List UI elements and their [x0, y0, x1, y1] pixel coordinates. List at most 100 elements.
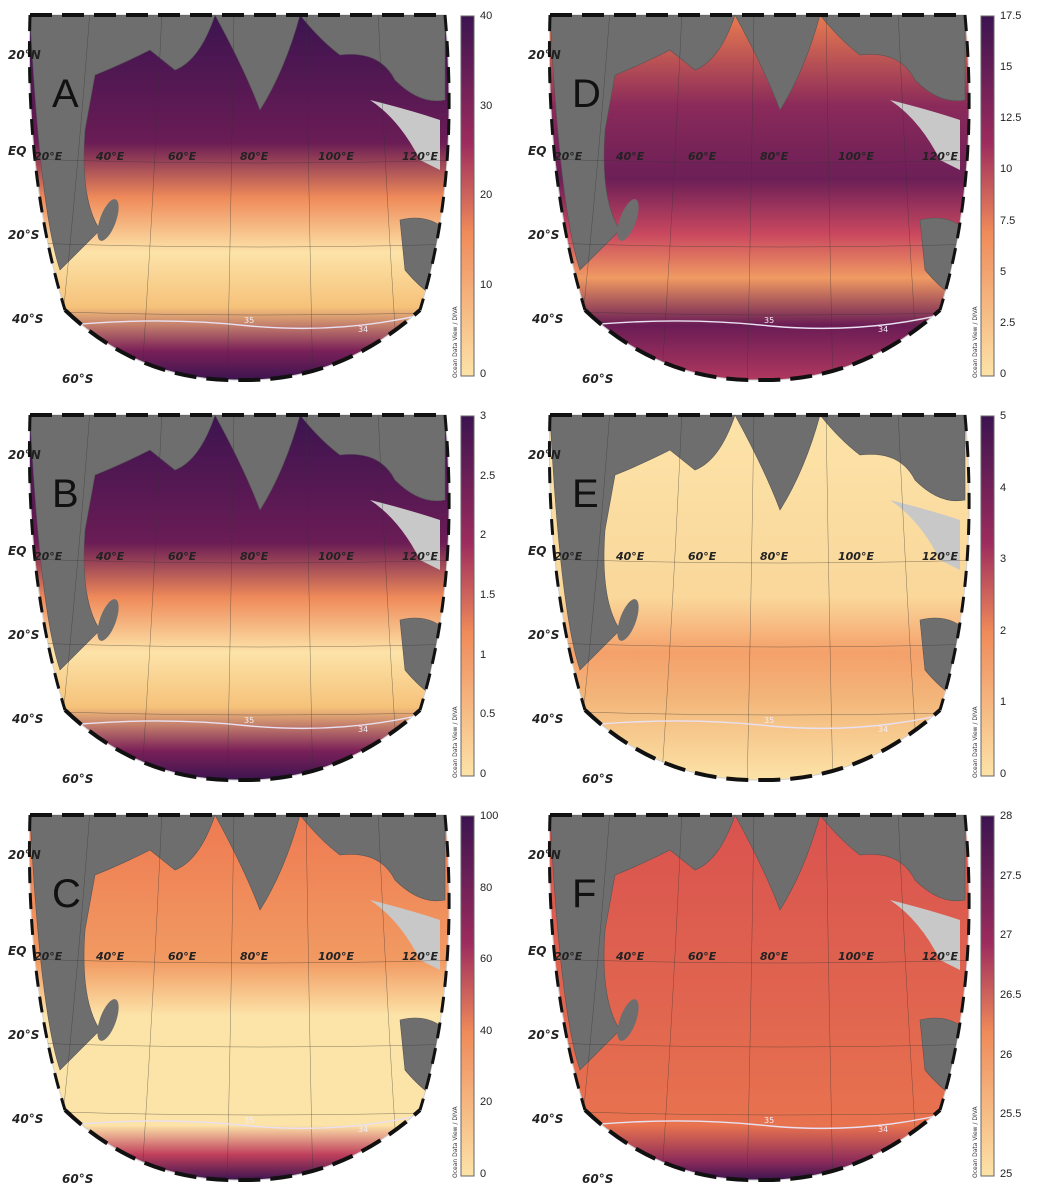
colorbar-tick-label: 0	[480, 1168, 487, 1180]
longitude-label: 40°E	[616, 150, 645, 163]
longitude-label: 120°E	[402, 550, 438, 563]
colorbar-tick-label: 28	[1000, 810, 1013, 822]
contour-label: 34	[878, 725, 888, 734]
contour-label: 35	[764, 716, 774, 725]
colorbar-tick-label: 0.5	[480, 708, 496, 721]
colorbar-tick-label: 20	[480, 1096, 493, 1109]
longitude-label: 20°E	[554, 550, 583, 563]
colorbar-tick-label: 40	[480, 10, 493, 22]
longitude-label: 120°E	[402, 950, 438, 963]
continental-shelf	[370, 900, 440, 970]
colorbar-tick-label: 4	[1000, 481, 1007, 494]
latitude-label: 40°S	[532, 1112, 564, 1126]
longitude-label: 80°E	[240, 150, 269, 163]
longitude-label: 120°E	[922, 550, 958, 563]
landmass-1	[214, 415, 301, 511]
latitude-label: EQ	[528, 144, 547, 158]
longitude-label: 100°E	[838, 950, 874, 963]
madagascar-landmass	[97, 999, 119, 1041]
colorbar-tick-label: 12.5	[1000, 112, 1022, 125]
panel-letter: F	[572, 872, 597, 916]
map-plot: 35 34	[547, 813, 971, 1183]
contour-label: 34	[878, 1125, 888, 1134]
latitude-label: 20°S	[528, 628, 560, 642]
longitude-label: 120°E	[402, 150, 438, 163]
colorbar-tick-label: 0	[1000, 768, 1007, 780]
latitude-label: EQ	[8, 944, 27, 958]
map-panel-f: 35 34 28 27.5 27 26.5 26 25.5 25 Ocean Data View …	[520, 810, 1040, 1195]
landmass-0	[29, 815, 216, 1071]
contour-label: 35	[244, 1116, 254, 1125]
colorbar-tick-label: 27	[1000, 929, 1013, 942]
landmass-2	[299, 15, 446, 102]
longitude-label: 20°E	[34, 150, 63, 163]
longitude-label: 80°E	[760, 150, 789, 163]
continental-shelf	[370, 500, 440, 570]
colorbar-tick-label: 25	[1000, 1168, 1013, 1180]
colorbar-credit: Ocean Data View / DIVA	[972, 1106, 979, 1178]
colorbar-tick-label: 3	[1000, 553, 1007, 566]
colorbar	[460, 15, 475, 377]
map-panel-b: 35 34 3 2.5 2 1.5 1 0.5 0 Ocean Data View / DIVA B…	[0, 410, 520, 795]
continental-shelf	[890, 100, 960, 170]
landmass-0	[549, 415, 736, 671]
colorbar-credit: Ocean Data View / DIVA	[452, 706, 459, 778]
latitude-label: 20°N	[8, 48, 41, 62]
landmass-0	[29, 15, 216, 271]
contour-label: 34	[358, 725, 368, 734]
continental-shelf	[890, 500, 960, 570]
continental-shelf	[370, 100, 440, 170]
panel-letter: B	[52, 472, 79, 516]
latitude-label: EQ	[528, 544, 547, 558]
latitude-label: 60°S	[62, 372, 94, 386]
contour-label: 35	[764, 316, 774, 325]
longitude-label: 40°E	[616, 550, 645, 563]
landmass-1	[734, 15, 821, 111]
continental-shelf	[890, 900, 960, 970]
landmass-1	[214, 15, 301, 111]
latitude-label: 20°S	[528, 228, 560, 242]
longitude-label: 60°E	[688, 550, 717, 563]
madagascar-landmass	[97, 199, 119, 241]
contour-label: 34	[358, 325, 368, 334]
colorbar-tick-label: 1	[480, 648, 487, 661]
longitude-label: 100°E	[318, 950, 354, 963]
longitude-label: 20°E	[554, 150, 583, 163]
madagascar-landmass	[617, 999, 639, 1041]
latitude-label: 60°S	[62, 772, 94, 786]
colorbar-tick-label: 7.5	[1000, 214, 1016, 227]
contour-label: 34	[358, 1125, 368, 1134]
colorbar-credit: Ocean Data View / DIVA	[452, 1106, 459, 1178]
map-plot: 35 34	[27, 13, 451, 383]
longitude-label: 80°E	[240, 550, 269, 563]
latitude-label: 40°S	[532, 712, 564, 726]
landmass-0	[549, 15, 736, 271]
panel-letter: D	[572, 72, 601, 116]
contour-label: 35	[244, 716, 254, 725]
salinity-contour	[39, 709, 441, 730]
longitude-label: 40°E	[96, 150, 125, 163]
landmass-1	[734, 815, 821, 911]
map-plot: 35 34	[27, 813, 451, 1183]
map-plot: 35 34	[547, 13, 971, 383]
landmass-2	[819, 415, 966, 502]
longitude-label: 120°E	[922, 150, 958, 163]
colorbar-tick-label: 100	[480, 810, 499, 822]
longitude-label: 60°E	[168, 550, 197, 563]
longitude-label: 120°E	[922, 950, 958, 963]
latitude-label: 20°S	[8, 1028, 40, 1042]
colorbar-tick-label: 5	[1000, 410, 1007, 422]
latitude-label: 40°S	[12, 312, 44, 326]
colorbar-tick-label: 10	[480, 278, 493, 291]
colorbar-credit: Ocean Data View / DIVA	[972, 706, 979, 778]
colorbar-tick-label: 0	[480, 368, 487, 380]
longitude-label: 100°E	[318, 550, 354, 563]
longitude-label: 100°E	[318, 150, 354, 163]
longitude-label: 20°E	[554, 950, 583, 963]
colorbar-tick-label: 0	[1000, 368, 1007, 380]
longitude-label: 60°E	[688, 150, 717, 163]
longitude-label: 40°E	[96, 950, 125, 963]
colorbar-tick-label: 25.5	[1000, 1108, 1022, 1121]
madagascar-landmass	[97, 599, 119, 641]
colorbar-tick-label: 17.5	[1000, 10, 1022, 22]
